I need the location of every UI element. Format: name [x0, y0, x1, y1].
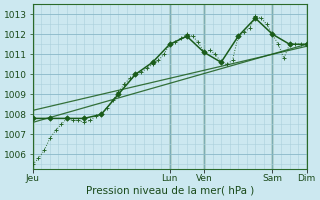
- X-axis label: Pression niveau de la mer( hPa ): Pression niveau de la mer( hPa ): [85, 186, 254, 196]
